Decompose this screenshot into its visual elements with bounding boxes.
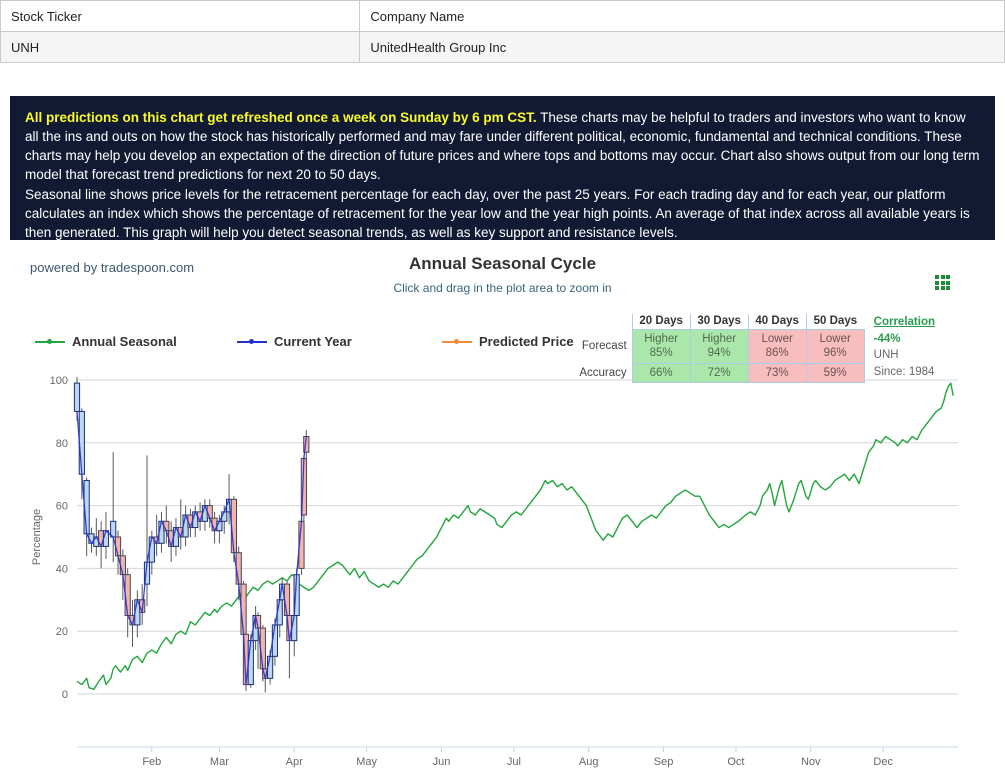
info-paragraph-1: All predictions on this chart get refres… — [25, 108, 980, 185]
forecast-block: 20 Days 30 Days 40 Days 50 Days Forecast… — [573, 314, 935, 384]
company-name-header: Company Name — [359, 0, 1005, 32]
chart-title: Annual Seasonal Cycle — [408, 254, 597, 273]
svg-text:Jul: Jul — [507, 756, 521, 768]
correlation-link[interactable]: Correlation — [873, 316, 935, 328]
legend-label-predicted-price: Predicted Price — [479, 334, 574, 349]
svg-text:Jun: Jun — [433, 756, 451, 768]
stock-table-value-row: UNH UnitedHealth Group Inc — [0, 31, 1005, 63]
legend-label-current-year: Current Year — [274, 334, 352, 349]
correlation-symbol: UNH — [873, 349, 899, 362]
correlation-since: Since: 1984 — [873, 366, 935, 379]
col-50-days: 50 Days — [805, 314, 865, 330]
accuracy-50-days: 59% — [805, 362, 865, 384]
forecast-50-days: Lower 96% — [805, 329, 865, 364]
forecast-table: 20 Days 30 Days 40 Days 50 Days Forecast… — [573, 314, 865, 384]
plot-svg[interactable]: 0 20 40 60 80 100 Percentage Feb Mar Apr May Jun Jul… — [0, 240, 1005, 772]
col-30-days: 30 Days — [689, 314, 749, 330]
company-name-value: UnitedHealth Group Inc — [359, 31, 1005, 63]
svg-text:Feb: Feb — [142, 756, 161, 768]
info-paragraph-1-rest: These charts may be helpful to traders a… — [25, 110, 980, 183]
seasonal-chart: 0 20 40 60 80 100 Percentage Feb Mar Apr May Jun Jul… — [0, 240, 1005, 772]
accuracy-30-days: 72% — [689, 362, 749, 384]
predicted-price-line-swatch — [442, 338, 472, 344]
correlation-value: -44% — [873, 332, 901, 345]
legend-label-annual-seasonal: Annual Seasonal — [72, 334, 177, 349]
svg-text:Oct: Oct — [727, 756, 744, 768]
correlation-box: Correlation -44% UNH Since: 1984 — [874, 314, 935, 381]
forecast-20-days: Higher 85% — [631, 329, 691, 364]
svg-text:Apr: Apr — [286, 756, 303, 768]
svg-text:Percentage: Percentage — [31, 509, 43, 565]
svg-text:Nov: Nov — [801, 756, 821, 768]
svg-text:20: 20 — [56, 626, 68, 638]
export-menu-icon[interactable] — [935, 275, 951, 291]
svg-text:100: 100 — [50, 375, 68, 387]
info-paragraph-2: Seasonal line shows price levels for the… — [25, 186, 970, 240]
svg-text:Dec: Dec — [873, 756, 893, 768]
stock-ticker-header: Stock Ticker — [0, 0, 361, 32]
accuracy-20-days: 66% — [631, 362, 691, 384]
svg-text:40: 40 — [56, 563, 68, 575]
forecast-row-label: Forecast — [573, 329, 633, 364]
legend-item-predicted-price[interactable]: Predicted Price — [442, 334, 574, 349]
svg-text:Aug: Aug — [579, 756, 599, 768]
legend-item-current-year[interactable]: Current Year — [237, 334, 352, 349]
forecast-40-days: Lower 86% — [747, 329, 807, 364]
col-40-days: 40 Days — [747, 314, 807, 330]
predictions-info-box: All predictions on this chart get refres… — [10, 96, 995, 269]
forecast-table-corner — [573, 314, 632, 330]
legend-item-annual-seasonal[interactable]: Annual Seasonal — [35, 334, 177, 349]
col-20-days: 20 Days — [631, 314, 691, 330]
accuracy-40-days: 73% — [747, 362, 807, 384]
svg-text:80: 80 — [56, 438, 68, 450]
annual-seasonal-line-swatch — [35, 338, 65, 344]
chart-subtitle: Click and drag in the plot area to zoom … — [393, 281, 612, 295]
powered-by-label: powered by tradespoon.com — [30, 260, 195, 275]
accuracy-row-label: Accuracy — [573, 363, 633, 383]
stock-ticker-value: UNH — [0, 31, 361, 63]
svg-text:0: 0 — [62, 689, 68, 701]
forecast-30-days: Higher 94% — [689, 329, 749, 364]
svg-text:May: May — [356, 756, 377, 768]
stock-info-table: Stock Ticker Company Name UNH UnitedHeal… — [0, 0, 1005, 63]
stock-table-header-row: Stock Ticker Company Name — [0, 0, 1005, 32]
current-year-line-swatch — [237, 338, 267, 344]
info-highlight: All predictions on this chart get refres… — [25, 110, 537, 125]
svg-text:Mar: Mar — [210, 756, 229, 768]
svg-text:Sep: Sep — [654, 756, 674, 768]
svg-text:60: 60 — [56, 501, 68, 513]
